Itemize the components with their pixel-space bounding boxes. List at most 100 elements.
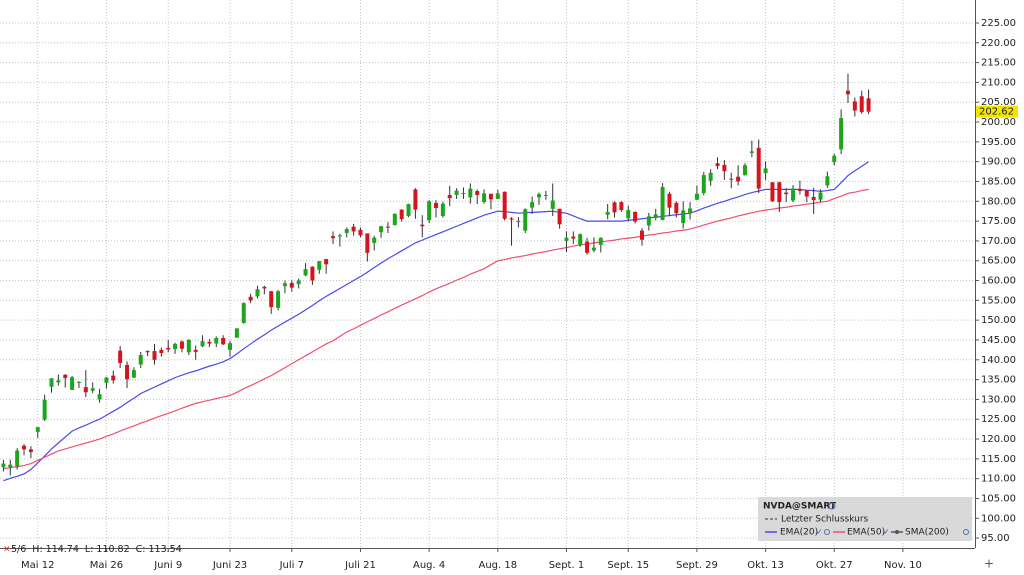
candle-body xyxy=(859,96,864,113)
candle-body xyxy=(200,341,205,347)
candle-body xyxy=(214,337,219,344)
candle-body xyxy=(63,374,68,379)
candle-body xyxy=(365,233,370,253)
candle-body xyxy=(413,189,418,210)
candle-body xyxy=(440,203,445,216)
candle-body xyxy=(15,450,20,467)
candle-body xyxy=(667,193,672,208)
candle-body xyxy=(866,98,871,112)
candle-body xyxy=(509,218,514,220)
candle-body xyxy=(619,202,624,211)
candle-body xyxy=(324,259,329,265)
candle-body xyxy=(193,349,198,352)
y-tick-label: 120.00 xyxy=(981,434,1016,445)
hover-info: × 5/6 H: 114.74 L: 110.82 C: 113.54 xyxy=(3,544,182,555)
candle-body xyxy=(536,194,541,198)
price-axis: 95.00 100.00 105.00 110.00 115.00 120.00 125.0… xyxy=(975,18,1018,544)
x-tick-label: Mai 12 xyxy=(21,560,54,571)
hover-value: 113.54 xyxy=(149,544,182,555)
candle-body xyxy=(701,175,706,193)
candle-body xyxy=(564,237,569,241)
candle-body xyxy=(461,192,466,194)
candle-body xyxy=(49,378,54,387)
candle-body xyxy=(626,210,631,219)
candle-body xyxy=(797,189,802,191)
add-icon[interactable]: + xyxy=(984,557,994,571)
candle-body xyxy=(804,190,809,197)
candle-body xyxy=(8,464,13,468)
candle-body xyxy=(241,303,246,323)
y-tick-label: 110.00 xyxy=(981,474,1016,485)
candle-body xyxy=(131,370,136,378)
candle-body xyxy=(646,216,651,226)
candle-body xyxy=(749,151,754,153)
candle-body xyxy=(125,364,130,380)
candle-body xyxy=(454,190,459,195)
candle-body xyxy=(845,90,850,95)
candle-body xyxy=(694,193,699,200)
legend: NVDA@SMART Letzter Schlusskurs EMA(20) ✓… xyxy=(758,497,972,541)
candle-body xyxy=(406,204,411,216)
last-price-label: 202.62 xyxy=(979,107,1014,118)
candle-body xyxy=(434,202,439,209)
candle-body xyxy=(784,192,789,195)
y-tick-label: 130.00 xyxy=(981,394,1016,405)
hover-value: 114.74 xyxy=(46,544,79,555)
x-tick-label: Juni 23 xyxy=(212,560,247,571)
hover-date: 5/6 xyxy=(11,544,26,555)
candle-body xyxy=(344,229,349,233)
y-tick-label: 170.00 xyxy=(981,236,1016,247)
x-tick-label: Aug. 18 xyxy=(478,560,517,571)
candle-body xyxy=(591,247,596,251)
candle-body xyxy=(612,202,617,213)
candle-body xyxy=(495,193,500,199)
candle-body xyxy=(392,213,397,226)
x-tick-label: Sept. 15 xyxy=(607,560,649,571)
legend-check: ✓ xyxy=(883,528,890,537)
candle-body xyxy=(310,266,315,281)
hover-label: C: xyxy=(136,544,146,555)
candle-body xyxy=(447,194,452,199)
x-tick-label: Nov. 10 xyxy=(884,560,922,571)
candle-body xyxy=(523,209,528,231)
candle-body xyxy=(818,192,823,200)
candle-body xyxy=(399,209,404,220)
x-tick-label: Sept. 1 xyxy=(549,560,585,571)
hover-label: H: xyxy=(32,544,42,555)
candle-body xyxy=(852,101,857,111)
y-tick-label: 95.00 xyxy=(981,533,1010,544)
y-tick-label: 125.00 xyxy=(981,414,1016,425)
y-tick-label: 140.00 xyxy=(981,355,1016,366)
candle-body xyxy=(269,291,274,308)
candle-body xyxy=(550,200,555,209)
candle-body xyxy=(289,282,294,288)
x-tick-label: Mai 26 xyxy=(90,560,123,571)
hover-label: L: xyxy=(85,544,94,555)
candle-body xyxy=(482,193,487,203)
candle-body xyxy=(811,196,816,201)
y-tick-label: 165.00 xyxy=(981,256,1016,267)
candle-body xyxy=(688,208,693,214)
candle-body xyxy=(152,351,157,360)
candle-body xyxy=(372,237,377,243)
candle-body xyxy=(475,190,480,195)
y-tick-label: 155.00 xyxy=(981,295,1016,306)
candle-body xyxy=(379,226,384,233)
candle-body xyxy=(488,193,493,200)
hover-text: 5/6 H: 114.74 L: 110.82 C: 113.54 xyxy=(11,544,182,555)
candle-body xyxy=(660,187,665,220)
candle-body xyxy=(825,176,830,186)
candle-body xyxy=(605,211,610,215)
x-tick-label: Juli 21 xyxy=(344,560,376,571)
y-tick-label: 225.00 xyxy=(981,18,1016,29)
y-tick-label: 175.00 xyxy=(981,216,1016,227)
hover-value: 110.82 xyxy=(96,544,129,555)
y-tick-label: 190.00 xyxy=(981,157,1016,168)
x-tick-label: Okt. 27 xyxy=(816,560,853,571)
candle-body xyxy=(111,375,116,381)
candles xyxy=(1,73,871,476)
y-tick-label: 180.00 xyxy=(981,196,1016,207)
candle-body xyxy=(248,296,253,301)
